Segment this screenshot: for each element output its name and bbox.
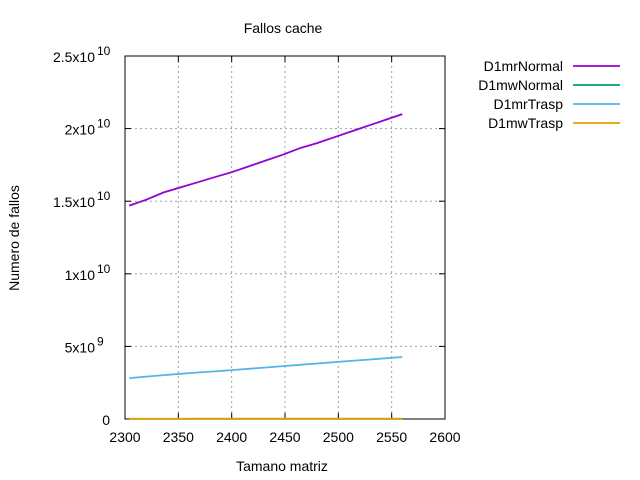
y-tick-exponent: 10 xyxy=(97,189,111,203)
y-tick-mantissa: 2x10 xyxy=(65,122,96,138)
y-tick-label: 0 xyxy=(102,412,110,428)
y-tick-exponent: 10 xyxy=(97,117,111,131)
legend: D1mrNormal D1mwNormal D1mrTrasp D1mwTrasp xyxy=(478,58,620,131)
y-tick-label: 2.5x10 10 xyxy=(53,44,111,65)
y-tick-mantissa: 2.5x10 xyxy=(53,49,95,65)
x-tick-label: 2600 xyxy=(429,429,460,445)
legend-label-d1mwtrasp: D1mwTrasp xyxy=(488,115,563,131)
y-tick-label: 2x10 10 xyxy=(65,117,111,138)
series-line-d1mrtrasp xyxy=(129,356,403,379)
chart-title: Fallos cache xyxy=(244,20,323,36)
y-axis-label: Numero de fallos xyxy=(6,185,22,291)
y-tick-mantissa: 1.5x10 xyxy=(53,194,95,210)
y-tick-mantissa: 5x10 xyxy=(65,339,96,355)
y-tick-label: 5x10 9 xyxy=(65,334,104,355)
y-tick-label: 1.5x10 10 xyxy=(53,189,111,210)
x-tick-label: 2550 xyxy=(376,429,407,445)
series-line-d1mrnormal xyxy=(129,113,403,207)
y-tick-exponent: 10 xyxy=(97,262,111,276)
series-lines xyxy=(129,113,403,420)
x-tick-label: 2400 xyxy=(216,429,247,445)
x-tick-label: 2300 xyxy=(109,429,140,445)
y-tick-exponent: 10 xyxy=(97,44,111,58)
y-tick-mantissa: 0 xyxy=(102,412,110,428)
x-tick-label: 2450 xyxy=(269,429,300,445)
x-tick-label: 2350 xyxy=(163,429,194,445)
grid xyxy=(124,55,446,420)
x-tick-label: 2500 xyxy=(323,429,354,445)
y-tick-exponent: 9 xyxy=(97,334,104,348)
x-axis: 2300 2350 2400 2450 2500 2550 2600 xyxy=(109,56,461,445)
y-tick-mantissa: 1x10 xyxy=(65,267,96,283)
y-tick-label: 1x10 10 xyxy=(65,262,111,283)
legend-label-d1mwnormal: D1mwNormal xyxy=(478,77,563,93)
legend-label-d1mrnormal: D1mrNormal xyxy=(484,58,563,74)
x-axis-label: Tamano matriz xyxy=(236,458,328,474)
legend-label-d1mrtrasp: D1mrTrasp xyxy=(494,96,564,112)
